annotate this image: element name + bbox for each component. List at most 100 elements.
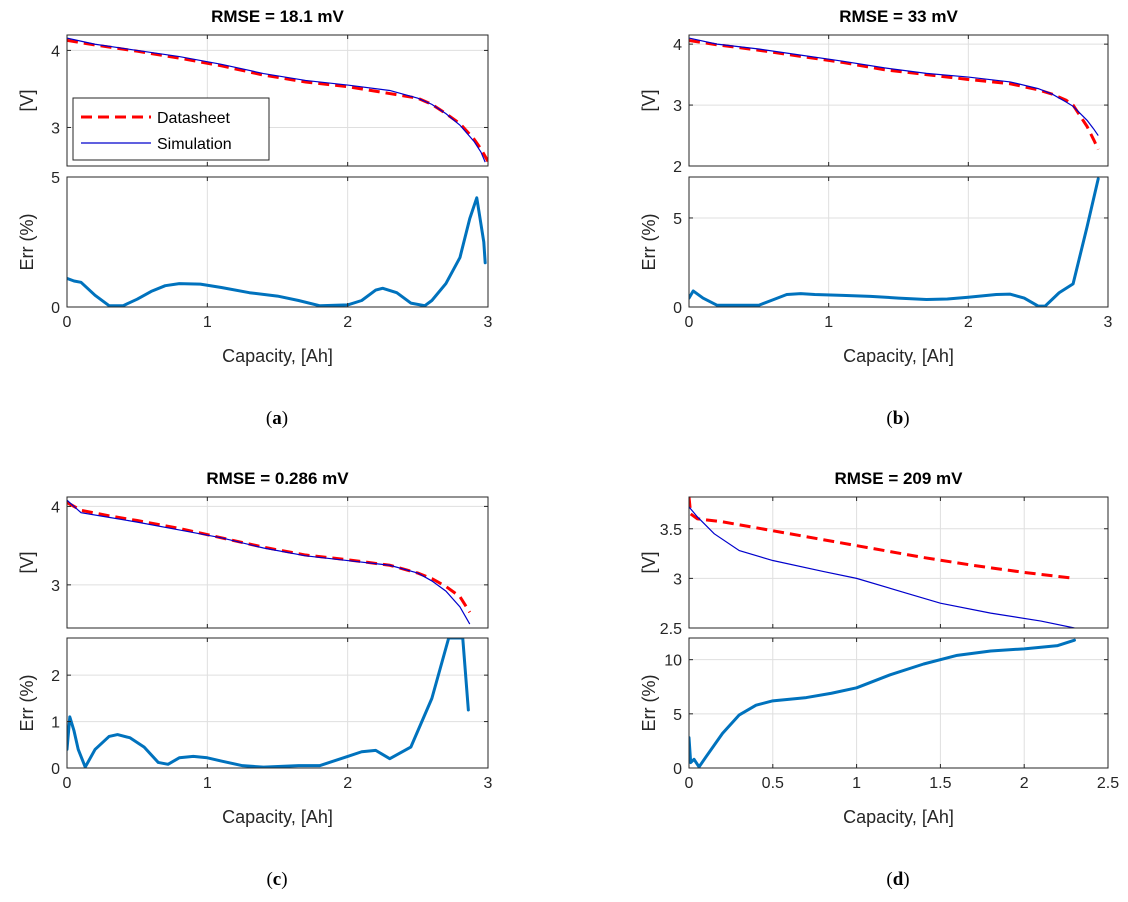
panel-c-top-plot-area [67,497,488,628]
panel-a-caption: (a) [266,408,288,429]
panel-b-xtick-label: 0 [685,314,694,331]
panel-d-voltage-series [689,497,1075,628]
panel-b-bottom-frame [688,176,1109,308]
panel-b-xtick-label: 3 [1104,314,1113,331]
panel-b-datasheet-line [689,38,1100,151]
panel-d-xtick-label: 2 [1020,775,1029,792]
panel-c-datasheet-line [67,501,472,614]
panel-c-xtick-label: 1 [203,775,212,792]
panel-c-title: RMSE = 0.286 mV [206,469,349,488]
panel-d-top-ytick-label: 3.5 [660,522,682,539]
panel-c-xtick-label: 0 [63,775,72,792]
panel-c-bottom-frame [66,637,489,769]
panel-c: RMSE = 0.286 mV 3 4 [V] 0 1 2 3 0 1 2 Err (%) Capaci… [17,469,493,890]
panel-c-bottom-plot-area [67,638,488,768]
panel-a-bottom-ytick-label: 5 [51,170,60,187]
panel-b-xtick-label: 2 [964,314,973,331]
panel-a-xtick-label: 1 [203,314,212,331]
panel-d-error-series [689,638,1076,768]
panel-a-caption-letter: a [272,408,282,429]
panel-a-xtick-label: 2 [343,314,352,331]
panel-d-bottom-ytick-label: 5 [673,707,682,724]
panel-b-voltage-series [689,37,1100,151]
panel-a-bottom-ytick-label: 0 [51,300,60,317]
panel-c-top-ytick-label: 3 [51,578,60,595]
legend-box [72,97,270,161]
panel-a-legend: Datasheet Simulation [72,97,270,161]
panel-a-top-ytick-label: 4 [51,43,60,60]
panel-d-top-plot-area [689,497,1108,628]
panel-b-bottom-plot-area [689,177,1108,307]
panel-c-caption: (c) [266,869,287,890]
panel-c-caption-letter: c [273,869,281,890]
panel-a-simulation-line [67,37,486,163]
panel-b-bottom-ylabel: Err (%) [639,214,659,271]
panel-a-xtick-label: 0 [63,314,72,331]
panel-d: RMSE = 209 mV 2.5 3 3.5[V] 0 0.5 1 1.5 2 2.5 0 5 10 E… [639,469,1119,890]
panel-c-bottom-ylabel: Err (%) [17,675,37,732]
panel-d-bottom-ytick-label: 0 [673,761,682,778]
panel-c-bottom-ytick-label: 0 [51,761,60,778]
panel-d-title: RMSE = 209 mV [834,469,963,488]
panel-c-xlabel: Capacity, [Ah] [222,807,333,827]
panel-b-xtick-label: 1 [824,314,833,331]
panel-d-xtick-label: 1.5 [929,775,951,792]
panel-d-bottom-plot-area [689,638,1108,768]
panel-a-top-ylabel: [V] [17,89,37,111]
panel-d-top-ylabel: [V] [639,551,659,573]
panel-a-bottom-frame [66,176,489,308]
panel-a-voltage-series [67,37,488,163]
panel-a-error-line [67,196,487,307]
panel-b-simulation-line [689,37,1099,136]
legend-datasheet-label: Datasheet [157,110,230,127]
panel-a: RMSE = 18.1 mV 3 4 [V] Datasheet Simulation 0 1… [17,7,493,429]
panel-d-top-ytick-label: 2.5 [660,621,682,638]
panel-d-datasheet-line [689,497,1075,580]
legend-simulation-label: Simulation [157,136,232,153]
panel-a-xlabel: Capacity, [Ah] [222,346,333,366]
panel-b-top-plot-area [689,35,1108,166]
panel-b-top-ylabel: [V] [639,89,659,111]
panel-a-datasheet-line [67,38,488,163]
panel-a-error-series [67,196,487,307]
panel-d-caption-letter: d [893,869,904,890]
panel-b-bottom-ytick-label: 0 [673,300,682,317]
panel-d-error-line [689,638,1076,768]
panel-c-bottom-ytick-label: 1 [51,715,60,732]
panel-b-error-series [689,177,1100,307]
panel-a-top-ytick-label: 3 [51,120,60,137]
panel-b-xlabel: Capacity, [Ah] [843,346,954,366]
panel-b-bottom-ytick-label: 5 [673,211,682,228]
panel-d-bottom-frame [688,637,1109,769]
panel-a-xtick-label: 3 [484,314,493,331]
panel-c-error-series [67,638,470,768]
panel-d-bottom-ytick-label: 10 [664,653,682,670]
panel-b-title: RMSE = 33 mV [839,7,958,26]
panel-d-xtick-label: 0 [685,775,694,792]
panel-c-top-frame [66,496,489,629]
panel-d-xlabel: Capacity, [Ah] [843,807,954,827]
panel-d-top-ytick-label: 3 [673,571,682,588]
panel-c-xtick-label: 3 [484,775,493,792]
panel-c-voltage-series [67,499,472,625]
panel-d-xtick-label: 0.5 [762,775,784,792]
panel-b-top-ytick-label: 4 [673,37,682,54]
panel-d-caption: (d) [886,869,909,890]
panel-a-bottom-ylabel: Err (%) [17,214,37,271]
panel-d-bottom-ylabel: Err (%) [639,675,659,732]
panel-d-top-frame [688,496,1109,629]
panel-b-caption-letter: b [893,408,904,429]
panel-c-top-ytick-label: 4 [51,499,60,516]
panel-c-simulation-line [67,499,471,625]
panel-d-xtick-label: 2.5 [1097,775,1119,792]
panel-b: RMSE = 33 mV 2 3 4 [V] 0 1 2 3 0 5 Err (%) Capacity,… [639,7,1113,429]
panel-a-title: RMSE = 18.1 mV [211,7,344,26]
panel-d-simulation-line [689,506,1075,628]
panel-b-top-frame [688,34,1109,167]
panel-c-xtick-label: 2 [343,775,352,792]
panel-c-error-line [67,638,470,768]
panel-c-bottom-ytick-label: 2 [51,668,60,685]
panel-a-bottom-plot-area [67,177,488,307]
panel-b-top-ytick-label: 2 [673,159,682,176]
